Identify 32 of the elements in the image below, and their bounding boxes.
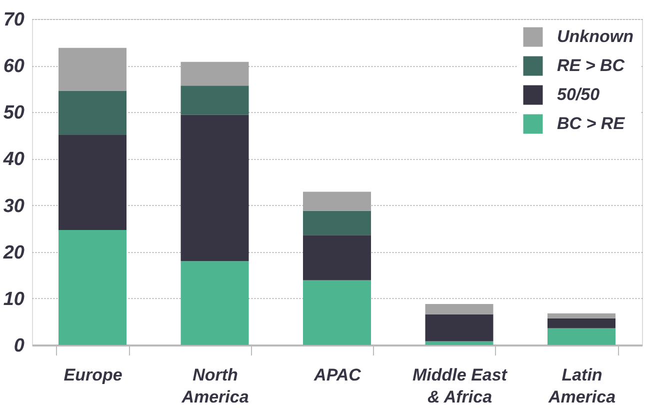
- x-tick-label: Middle East & Africa: [412, 366, 508, 406]
- legend-label: Unknown: [557, 27, 634, 46]
- legend-label: BC > RE: [557, 114, 626, 133]
- bar: [180, 86, 249, 115]
- bar: [547, 328, 616, 345]
- x-tick-label: North America: [180, 366, 249, 406]
- y-tick-label: 30: [3, 196, 25, 217]
- legend-label: RE > BC: [557, 56, 626, 75]
- bar: [58, 134, 127, 230]
- y-tick-label: 40: [2, 149, 25, 170]
- bar: [425, 304, 494, 314]
- bar: [303, 280, 371, 345]
- bar: [547, 318, 616, 328]
- legend-label: 50/50: [557, 85, 600, 104]
- y-tick-label: 10: [3, 288, 25, 310]
- y-tick-label: 70: [3, 10, 25, 30]
- bar: [303, 210, 371, 236]
- x-tick-label: Europe: [64, 366, 122, 384]
- y-tick-label: 20: [2, 242, 25, 264]
- bar: [425, 314, 494, 342]
- bar: [58, 230, 127, 345]
- y-tick-label: 60: [3, 56, 25, 78]
- x-tick-label: APAC: [313, 366, 362, 384]
- y-tick-label: 0: [14, 336, 25, 356]
- bar: [547, 313, 616, 318]
- bar: [303, 235, 371, 280]
- x-tick-label: Latin America: [547, 366, 616, 406]
- bar: [58, 90, 127, 135]
- y-tick-label: 50: [3, 102, 25, 124]
- bar: [180, 261, 249, 345]
- bar: [425, 341, 494, 345]
- bar: [180, 114, 249, 262]
